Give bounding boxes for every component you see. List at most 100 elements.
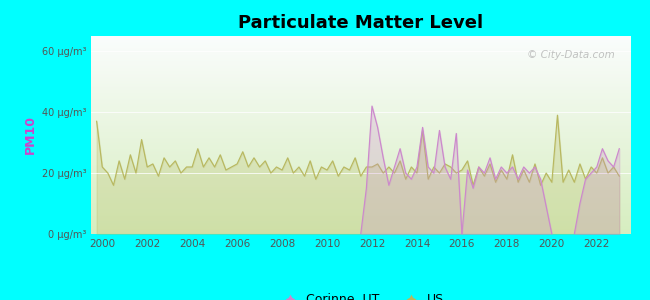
- Bar: [91, 219, 630, 220]
- Bar: [91, 170, 630, 171]
- Bar: [91, 58, 630, 59]
- Bar: [91, 113, 630, 114]
- Bar: [91, 106, 630, 107]
- Bar: [91, 86, 630, 88]
- Legend: Corinne, UT, US: Corinne, UT, US: [272, 288, 449, 300]
- Bar: [91, 226, 630, 227]
- Bar: [91, 213, 630, 214]
- Bar: [91, 141, 630, 142]
- Bar: [91, 154, 630, 155]
- Bar: [91, 49, 630, 50]
- Bar: [91, 130, 630, 131]
- Bar: [91, 129, 630, 130]
- Bar: [91, 196, 630, 197]
- Bar: [91, 94, 630, 95]
- Bar: [91, 194, 630, 195]
- Bar: [91, 118, 630, 119]
- Bar: [91, 205, 630, 206]
- Bar: [91, 155, 630, 156]
- Bar: [91, 80, 630, 82]
- Bar: [91, 112, 630, 113]
- Bar: [91, 204, 630, 205]
- Bar: [91, 70, 630, 72]
- Bar: [91, 138, 630, 139]
- Bar: [91, 128, 630, 129]
- Bar: [91, 123, 630, 124]
- Bar: [91, 200, 630, 201]
- Bar: [91, 165, 630, 166]
- Bar: [91, 224, 630, 225]
- Bar: [91, 207, 630, 208]
- Bar: [91, 229, 630, 230]
- Bar: [91, 214, 630, 215]
- Bar: [91, 220, 630, 221]
- Bar: [91, 152, 630, 153]
- Bar: [91, 37, 630, 38]
- Bar: [91, 227, 630, 228]
- Bar: [91, 50, 630, 51]
- Bar: [91, 135, 630, 136]
- Bar: [91, 156, 630, 157]
- Bar: [91, 93, 630, 94]
- Bar: [91, 215, 630, 216]
- Bar: [91, 66, 630, 67]
- Bar: [91, 184, 630, 185]
- Bar: [91, 197, 630, 198]
- Bar: [91, 69, 630, 70]
- Bar: [91, 121, 630, 122]
- Bar: [91, 41, 630, 42]
- Bar: [91, 148, 630, 149]
- Bar: [91, 216, 630, 217]
- Bar: [91, 182, 630, 184]
- Bar: [91, 161, 630, 162]
- Bar: [91, 151, 630, 152]
- Bar: [91, 159, 630, 160]
- Bar: [91, 102, 630, 103]
- Bar: [91, 119, 630, 120]
- Bar: [91, 99, 630, 100]
- Y-axis label: PM10: PM10: [24, 116, 37, 154]
- Bar: [91, 192, 630, 194]
- Bar: [91, 47, 630, 48]
- Bar: [91, 85, 630, 86]
- Bar: [91, 122, 630, 123]
- Bar: [91, 233, 630, 234]
- Bar: [91, 158, 630, 159]
- Bar: [91, 82, 630, 83]
- Bar: [91, 57, 630, 58]
- Bar: [91, 134, 630, 135]
- Bar: [91, 139, 630, 140]
- Bar: [91, 98, 630, 99]
- Bar: [91, 232, 630, 233]
- Bar: [91, 46, 630, 47]
- Bar: [91, 149, 630, 150]
- Bar: [91, 53, 630, 54]
- Bar: [91, 92, 630, 93]
- Bar: [91, 100, 630, 101]
- Bar: [91, 55, 630, 56]
- Bar: [91, 153, 630, 154]
- Bar: [91, 167, 630, 168]
- Bar: [91, 54, 630, 55]
- Bar: [91, 230, 630, 231]
- Bar: [91, 172, 630, 174]
- Bar: [91, 78, 630, 79]
- Bar: [91, 117, 630, 118]
- Bar: [91, 109, 630, 110]
- Bar: [91, 74, 630, 75]
- Bar: [91, 64, 630, 65]
- Bar: [91, 210, 630, 211]
- Bar: [91, 101, 630, 102]
- Bar: [91, 211, 630, 212]
- Bar: [91, 73, 630, 74]
- Bar: [91, 208, 630, 209]
- Bar: [91, 181, 630, 182]
- Bar: [91, 179, 630, 181]
- Bar: [91, 195, 630, 196]
- Bar: [91, 202, 630, 203]
- Bar: [91, 178, 630, 179]
- Bar: [91, 39, 630, 40]
- Bar: [91, 65, 630, 66]
- Bar: [91, 164, 630, 165]
- Bar: [91, 67, 630, 68]
